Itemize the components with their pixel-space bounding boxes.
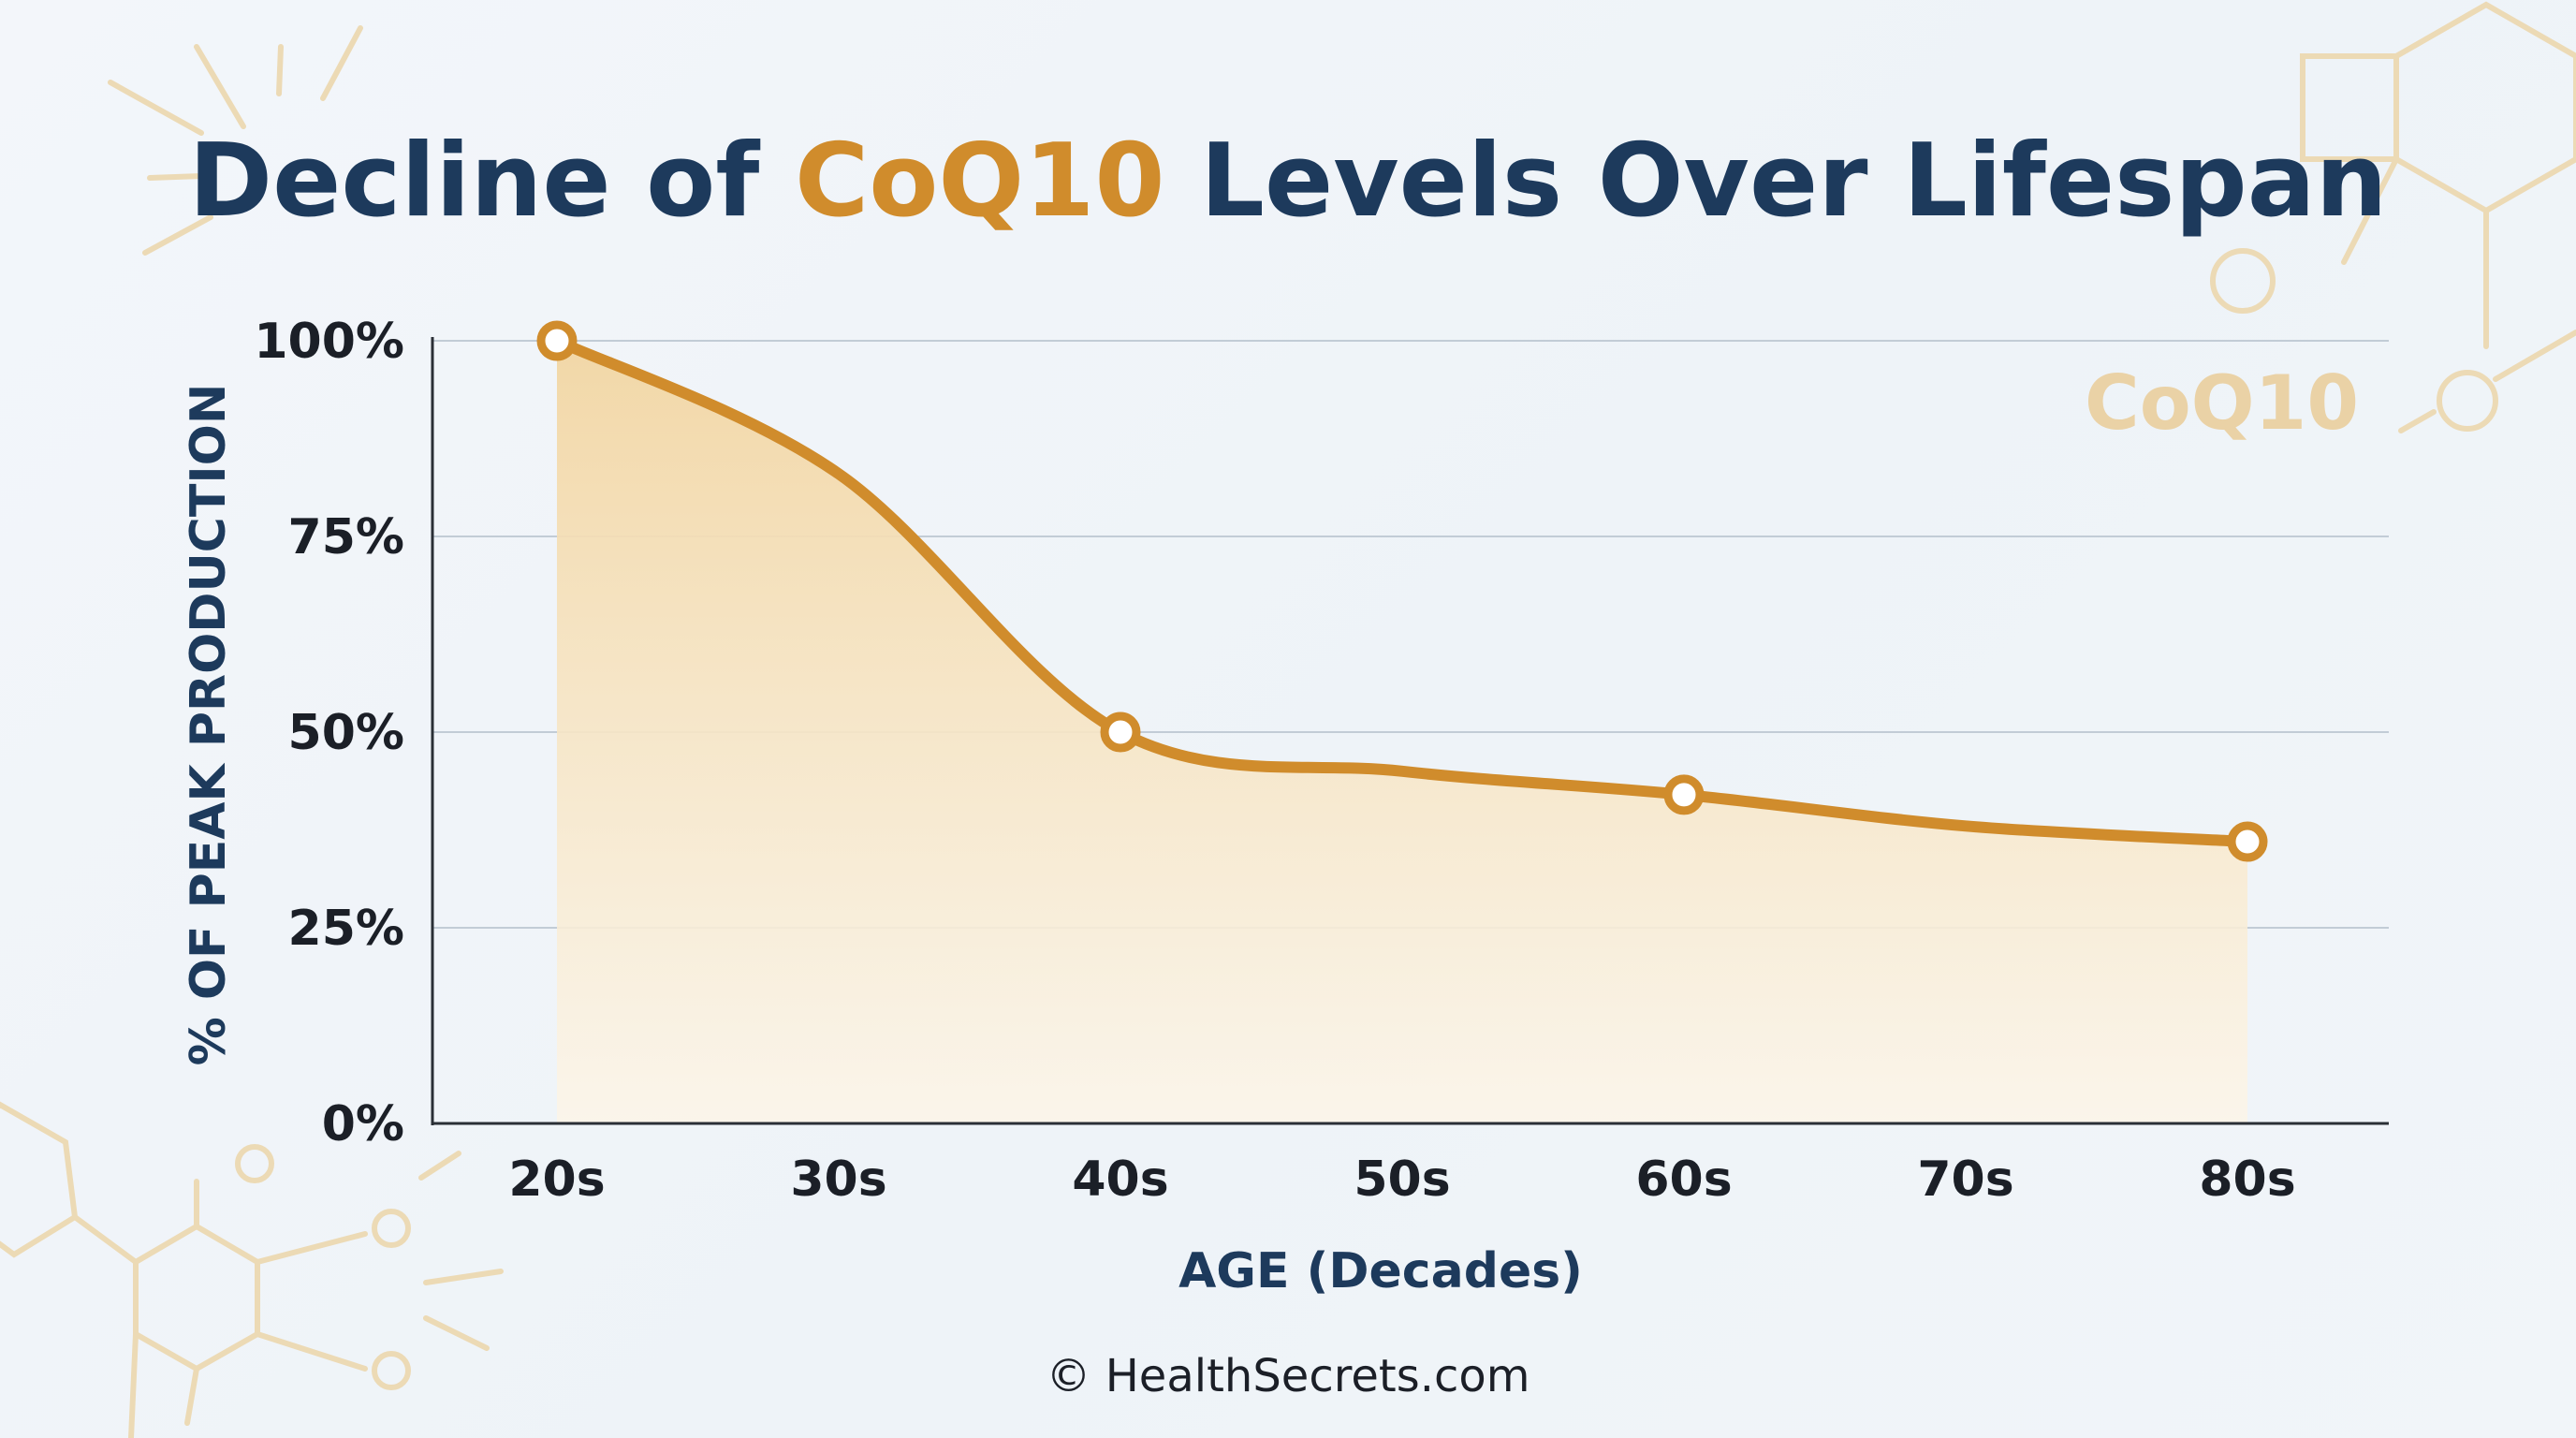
y-tick-25pct: 25% [288, 901, 404, 957]
title-part-2: Levels Over Lifespan [1165, 123, 2388, 240]
data-markers [536, 320, 2268, 862]
area-shape [557, 341, 2247, 1123]
x-tick-80s: 80s [2199, 1152, 2295, 1208]
marker-80s [2227, 821, 2268, 862]
area-fill [557, 341, 2247, 1123]
y-tick-0pct: 0% [322, 1096, 404, 1152]
title-part-1: Decline of [188, 123, 794, 240]
x-tick-60s: 60s [1635, 1152, 1732, 1208]
x-axis-title: AGE (Decades) [1178, 1243, 1583, 1299]
y-tick-75pct: 75% [288, 509, 404, 565]
y-tick-100pct: 100% [254, 314, 404, 370]
y-tick-labels: 0% 25% 50% 75% 100% [254, 314, 404, 1152]
marker-40s [1100, 712, 1141, 753]
copyright-text: © HealthSecrets.com [1046, 1350, 1530, 1402]
x-tick-70s: 70s [1917, 1152, 2013, 1208]
chart-title: Decline of CoQ10 Levels Over Lifespan [188, 123, 2387, 240]
axes [431, 337, 2389, 1125]
marker-60s [1663, 774, 1705, 815]
x-tick-40s: 40s [1072, 1152, 1168, 1208]
series-line [551, 335, 2253, 848]
y-tick-50pct: 50% [288, 705, 404, 761]
y-axis-title: % OF PEAK PRODUCTION [181, 384, 237, 1066]
x-tick-30s: 30s [790, 1152, 886, 1208]
title-accent: CoQ10 [795, 123, 1165, 240]
series-path [551, 335, 2253, 848]
x-tick-50s: 50s [1354, 1152, 1450, 1208]
x-tick-labels: 20s 30s 40s 50s 60s 70s 80s [508, 1152, 2295, 1208]
x-tick-20s: 20s [508, 1152, 605, 1208]
coq10-watermark: CoQ10 [2085, 360, 2359, 447]
marker-20s [536, 320, 578, 361]
